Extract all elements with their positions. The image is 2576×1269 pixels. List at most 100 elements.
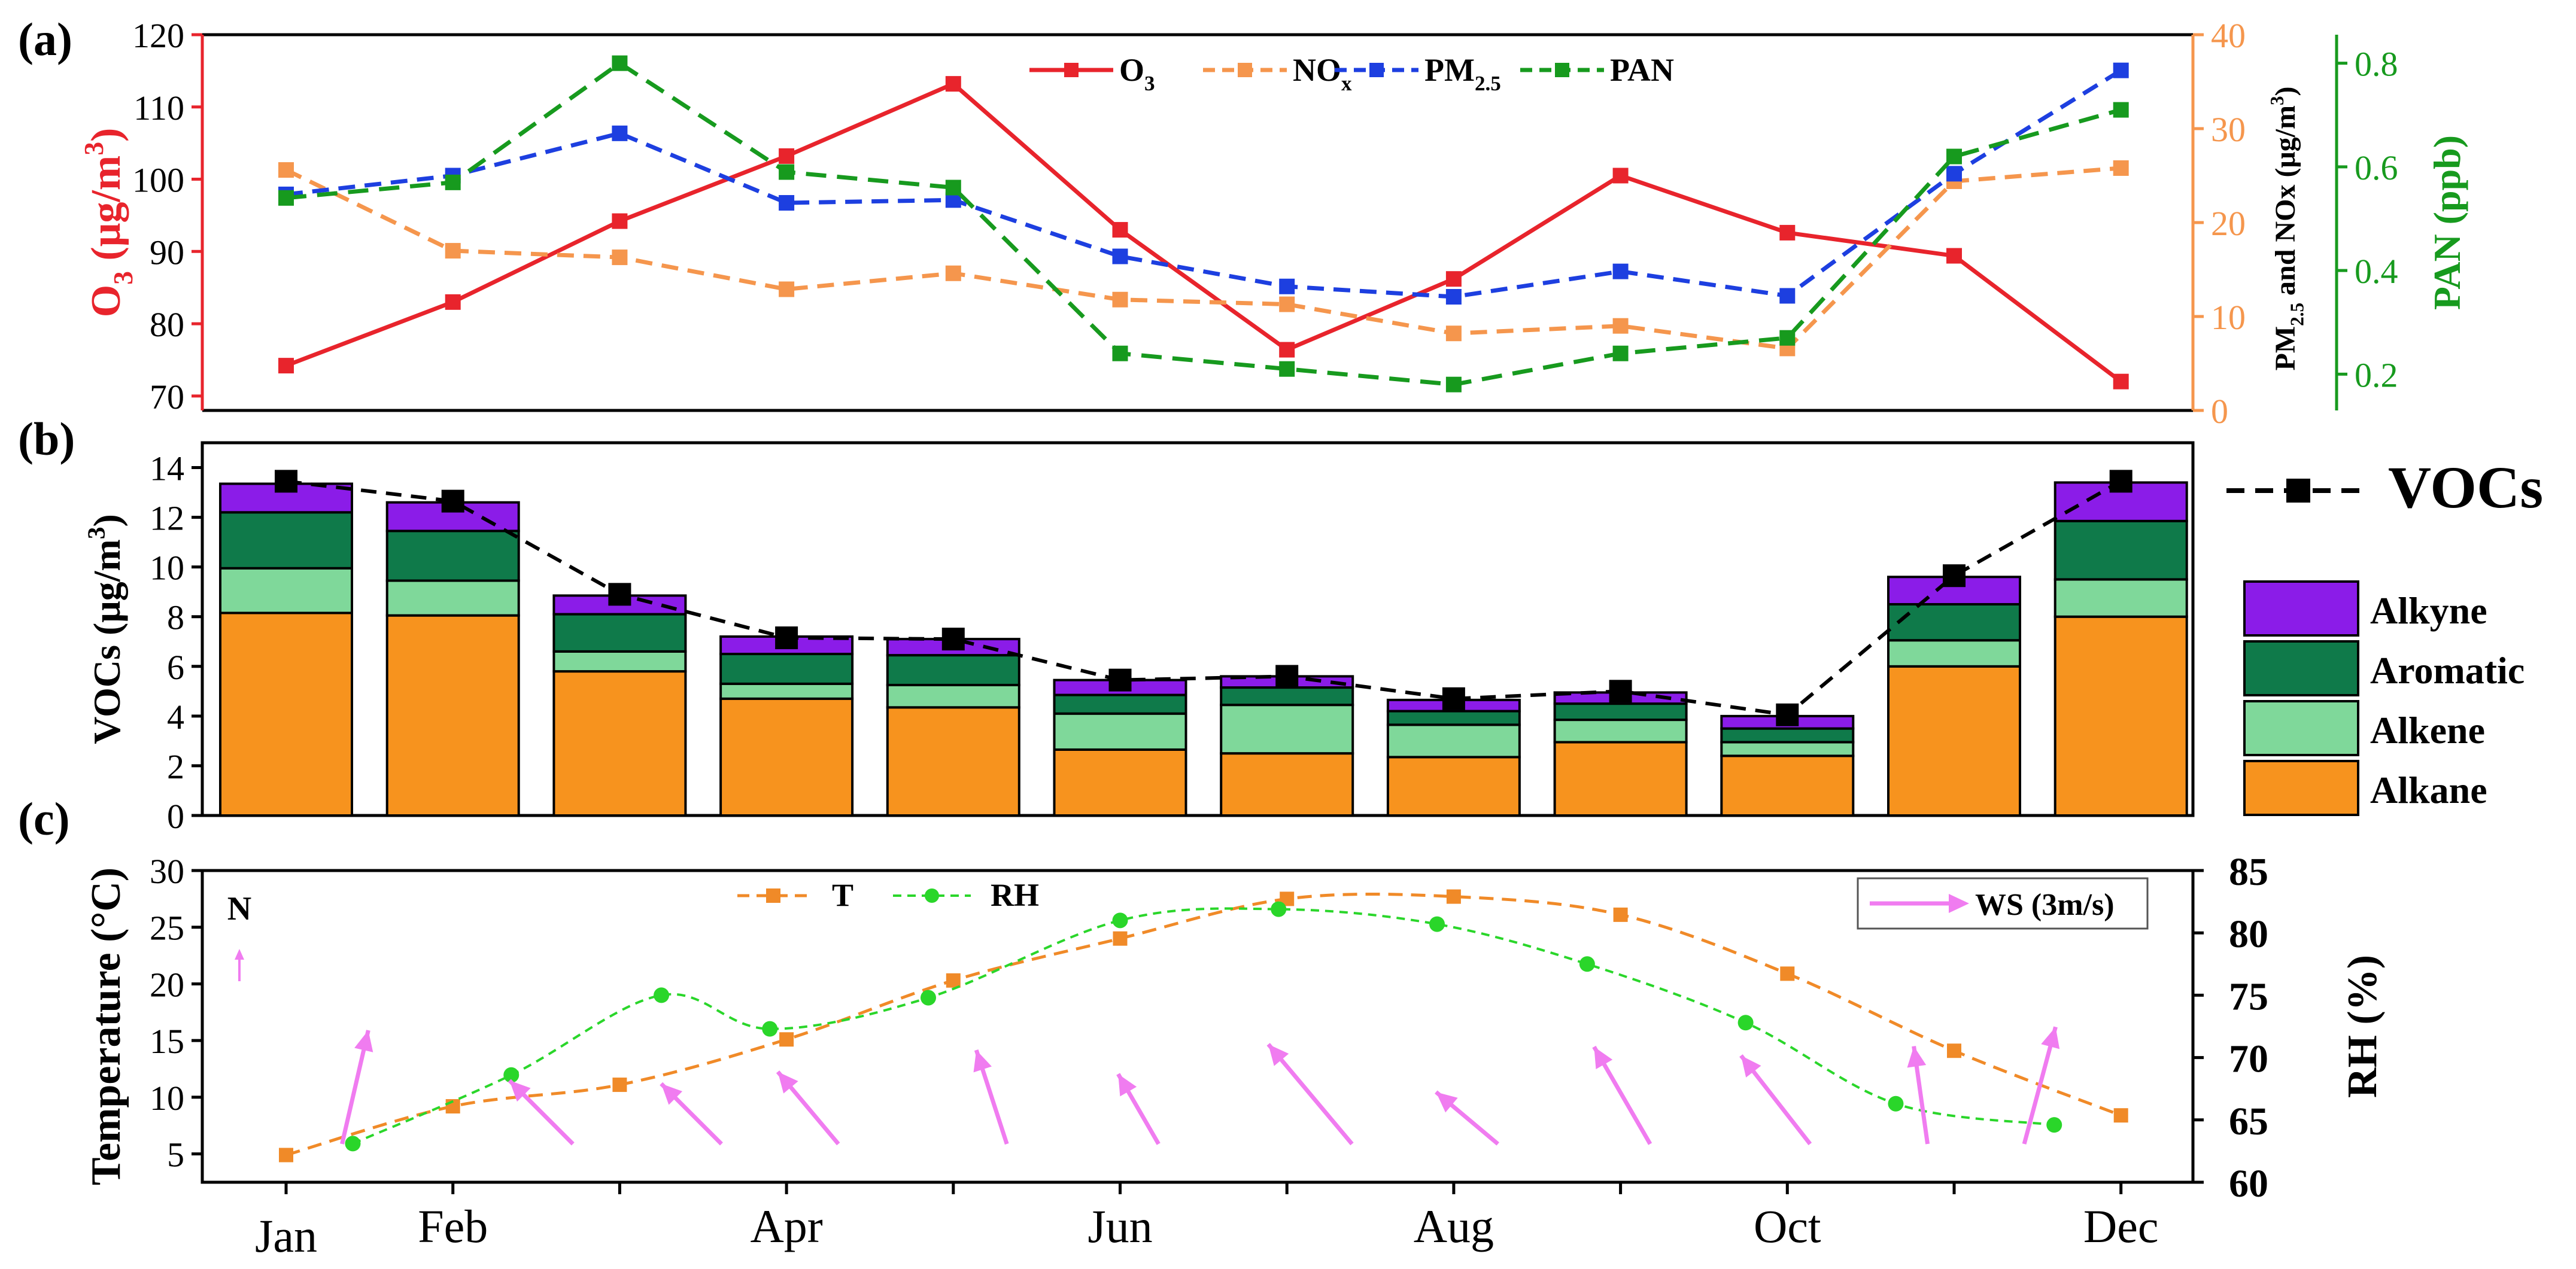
alkane-bar (1553, 741, 1688, 817)
panel-c-left-tick-label: 15 (150, 1022, 184, 1061)
text-part: 2.5 (2286, 303, 2307, 326)
alkene-legend-swatch (2243, 700, 2359, 756)
panel-a-left-tick-label: 110 (133, 89, 184, 127)
temperature-point (612, 1078, 627, 1093)
panel-b-tick-label: 8 (167, 598, 184, 637)
wind-arrow-head (973, 1050, 992, 1073)
t-legend-label: T (832, 877, 853, 913)
alkene-bar (1220, 704, 1354, 755)
panel-b-frame (201, 441, 2195, 817)
aromatic-bar (1887, 602, 2021, 642)
aromatic-bar (1386, 710, 1521, 726)
wind-arrow (1435, 1090, 1499, 1146)
wind-arrow-head (2041, 1027, 2060, 1049)
x-tick-label-oct: Oct (1754, 1200, 1821, 1252)
vocs-point (2109, 470, 2133, 493)
text-part: PM (2270, 326, 2301, 371)
text-part: ) (83, 128, 129, 142)
aromatic-bar (1220, 686, 1354, 707)
rh-point (1579, 956, 1595, 972)
aromatic-bar (1053, 693, 1187, 715)
wind-arrow (1116, 1073, 1161, 1145)
temperature-point (1780, 966, 1795, 981)
text-part: PM (1424, 52, 1475, 88)
x-tick-label-jun: Jun (1087, 1200, 1152, 1252)
wind-arrow (776, 1070, 840, 1146)
panel-c-left-tick-label: 10 (150, 1079, 184, 1118)
panel-a-right2-tick-label: 0.6 (2355, 148, 2398, 187)
text-part: VOCs (μg/m (86, 539, 128, 744)
nox-point (445, 243, 461, 259)
north-label: N (227, 890, 251, 927)
vocs-point (775, 626, 798, 650)
panel-a: (a) 70 80 90 100 110 120 0 10 20 30 40 0.2 0.4 0.6 0.8 O… (18, 13, 2468, 431)
pm25-legend-label: PM2.5 (1424, 52, 1501, 95)
rh-point (345, 1136, 361, 1152)
o3-line (285, 81, 2122, 384)
panel-a-left-tick-label: 100 (132, 161, 184, 200)
o3-point (1279, 342, 1295, 358)
wind-arrow-head (1118, 1074, 1137, 1097)
rh-legend-label: RH (991, 877, 1039, 913)
alkene-bar (1553, 719, 1688, 744)
temperature-point (1613, 907, 1628, 922)
alkane-bar (385, 614, 520, 817)
vocs-point (1108, 668, 1132, 692)
alkane-legend-swatch (2243, 760, 2359, 816)
pm25-line (285, 68, 2122, 299)
pan-point (278, 190, 294, 206)
vocs-point (608, 583, 631, 606)
temperature-point (1113, 931, 1128, 946)
wind-arrow (1266, 1043, 1354, 1146)
panel-label-a: (a) (18, 13, 72, 65)
temperature-point (1947, 1043, 1961, 1058)
alkene-bar (1053, 712, 1187, 751)
pan-point (945, 179, 961, 196)
panel-b-tick-label: 10 (150, 549, 184, 588)
x-tick-label-aug: Aug (1414, 1200, 1494, 1252)
pm25-point (2113, 62, 2129, 78)
pan-legend-label: PAN (1610, 52, 1674, 88)
pm25-point (1279, 278, 1295, 294)
aromatic-bar (886, 654, 1020, 686)
vocs-line (285, 479, 2122, 717)
pan-point (1946, 148, 1962, 165)
alkene-bar (552, 650, 687, 673)
panel-c-right-axis-title: RH (%) (2340, 955, 2386, 1098)
panel-label-b: (b) (18, 413, 75, 465)
panel-b: (b) 0 2 4 6 8 10 12 14 VOCs (μg/m3) VOCs Alkyne Arom… (18, 413, 2543, 836)
rh-point (654, 987, 670, 1003)
wind-arrow-head (1594, 1046, 1613, 1070)
alkane-bar (1386, 756, 1521, 817)
nox-point (1445, 325, 1462, 342)
panel-a-left-tick-label: 90 (150, 233, 184, 272)
rh-point (1112, 912, 1128, 929)
pm25-legend-marker (1369, 63, 1384, 77)
panel-c-legend: T RH WS (3m/s) (737, 877, 2149, 930)
x-tick-label-feb: Feb (418, 1200, 488, 1252)
pan-point (1612, 345, 1629, 361)
x-tick-label-dec: Dec (2083, 1200, 2159, 1252)
panel-c-left-tick-label: 5 (167, 1136, 184, 1174)
panel-c-left-tick-label: 30 (150, 852, 184, 891)
aromatic-bar (1720, 727, 1855, 744)
wind-arrow-head (509, 1080, 531, 1102)
x-axis: Jan Feb Apr Jun Aug Oct Dec (255, 1182, 2158, 1262)
panel-c-frame (201, 869, 2195, 1184)
alkane-bar (886, 706, 1020, 817)
panel-c-left-tick-label: 20 (150, 965, 184, 1004)
nox-point (779, 281, 795, 297)
text-part: x (1341, 72, 1352, 95)
text-part: 3 (108, 271, 138, 285)
vocs-point (275, 470, 297, 493)
wind-arrow-head (1268, 1044, 1289, 1066)
alkane-bar (2053, 615, 2188, 817)
text-part: 2.5 (1475, 72, 1501, 95)
wind-arrow (1739, 1054, 1812, 1146)
vocs-point (441, 489, 464, 513)
pm25-point (612, 125, 628, 141)
wind-arrow (1907, 1046, 1930, 1145)
vocs-legend-marker (2286, 479, 2310, 503)
vocs-point (1609, 680, 1632, 703)
text-part: O (1119, 52, 1144, 88)
